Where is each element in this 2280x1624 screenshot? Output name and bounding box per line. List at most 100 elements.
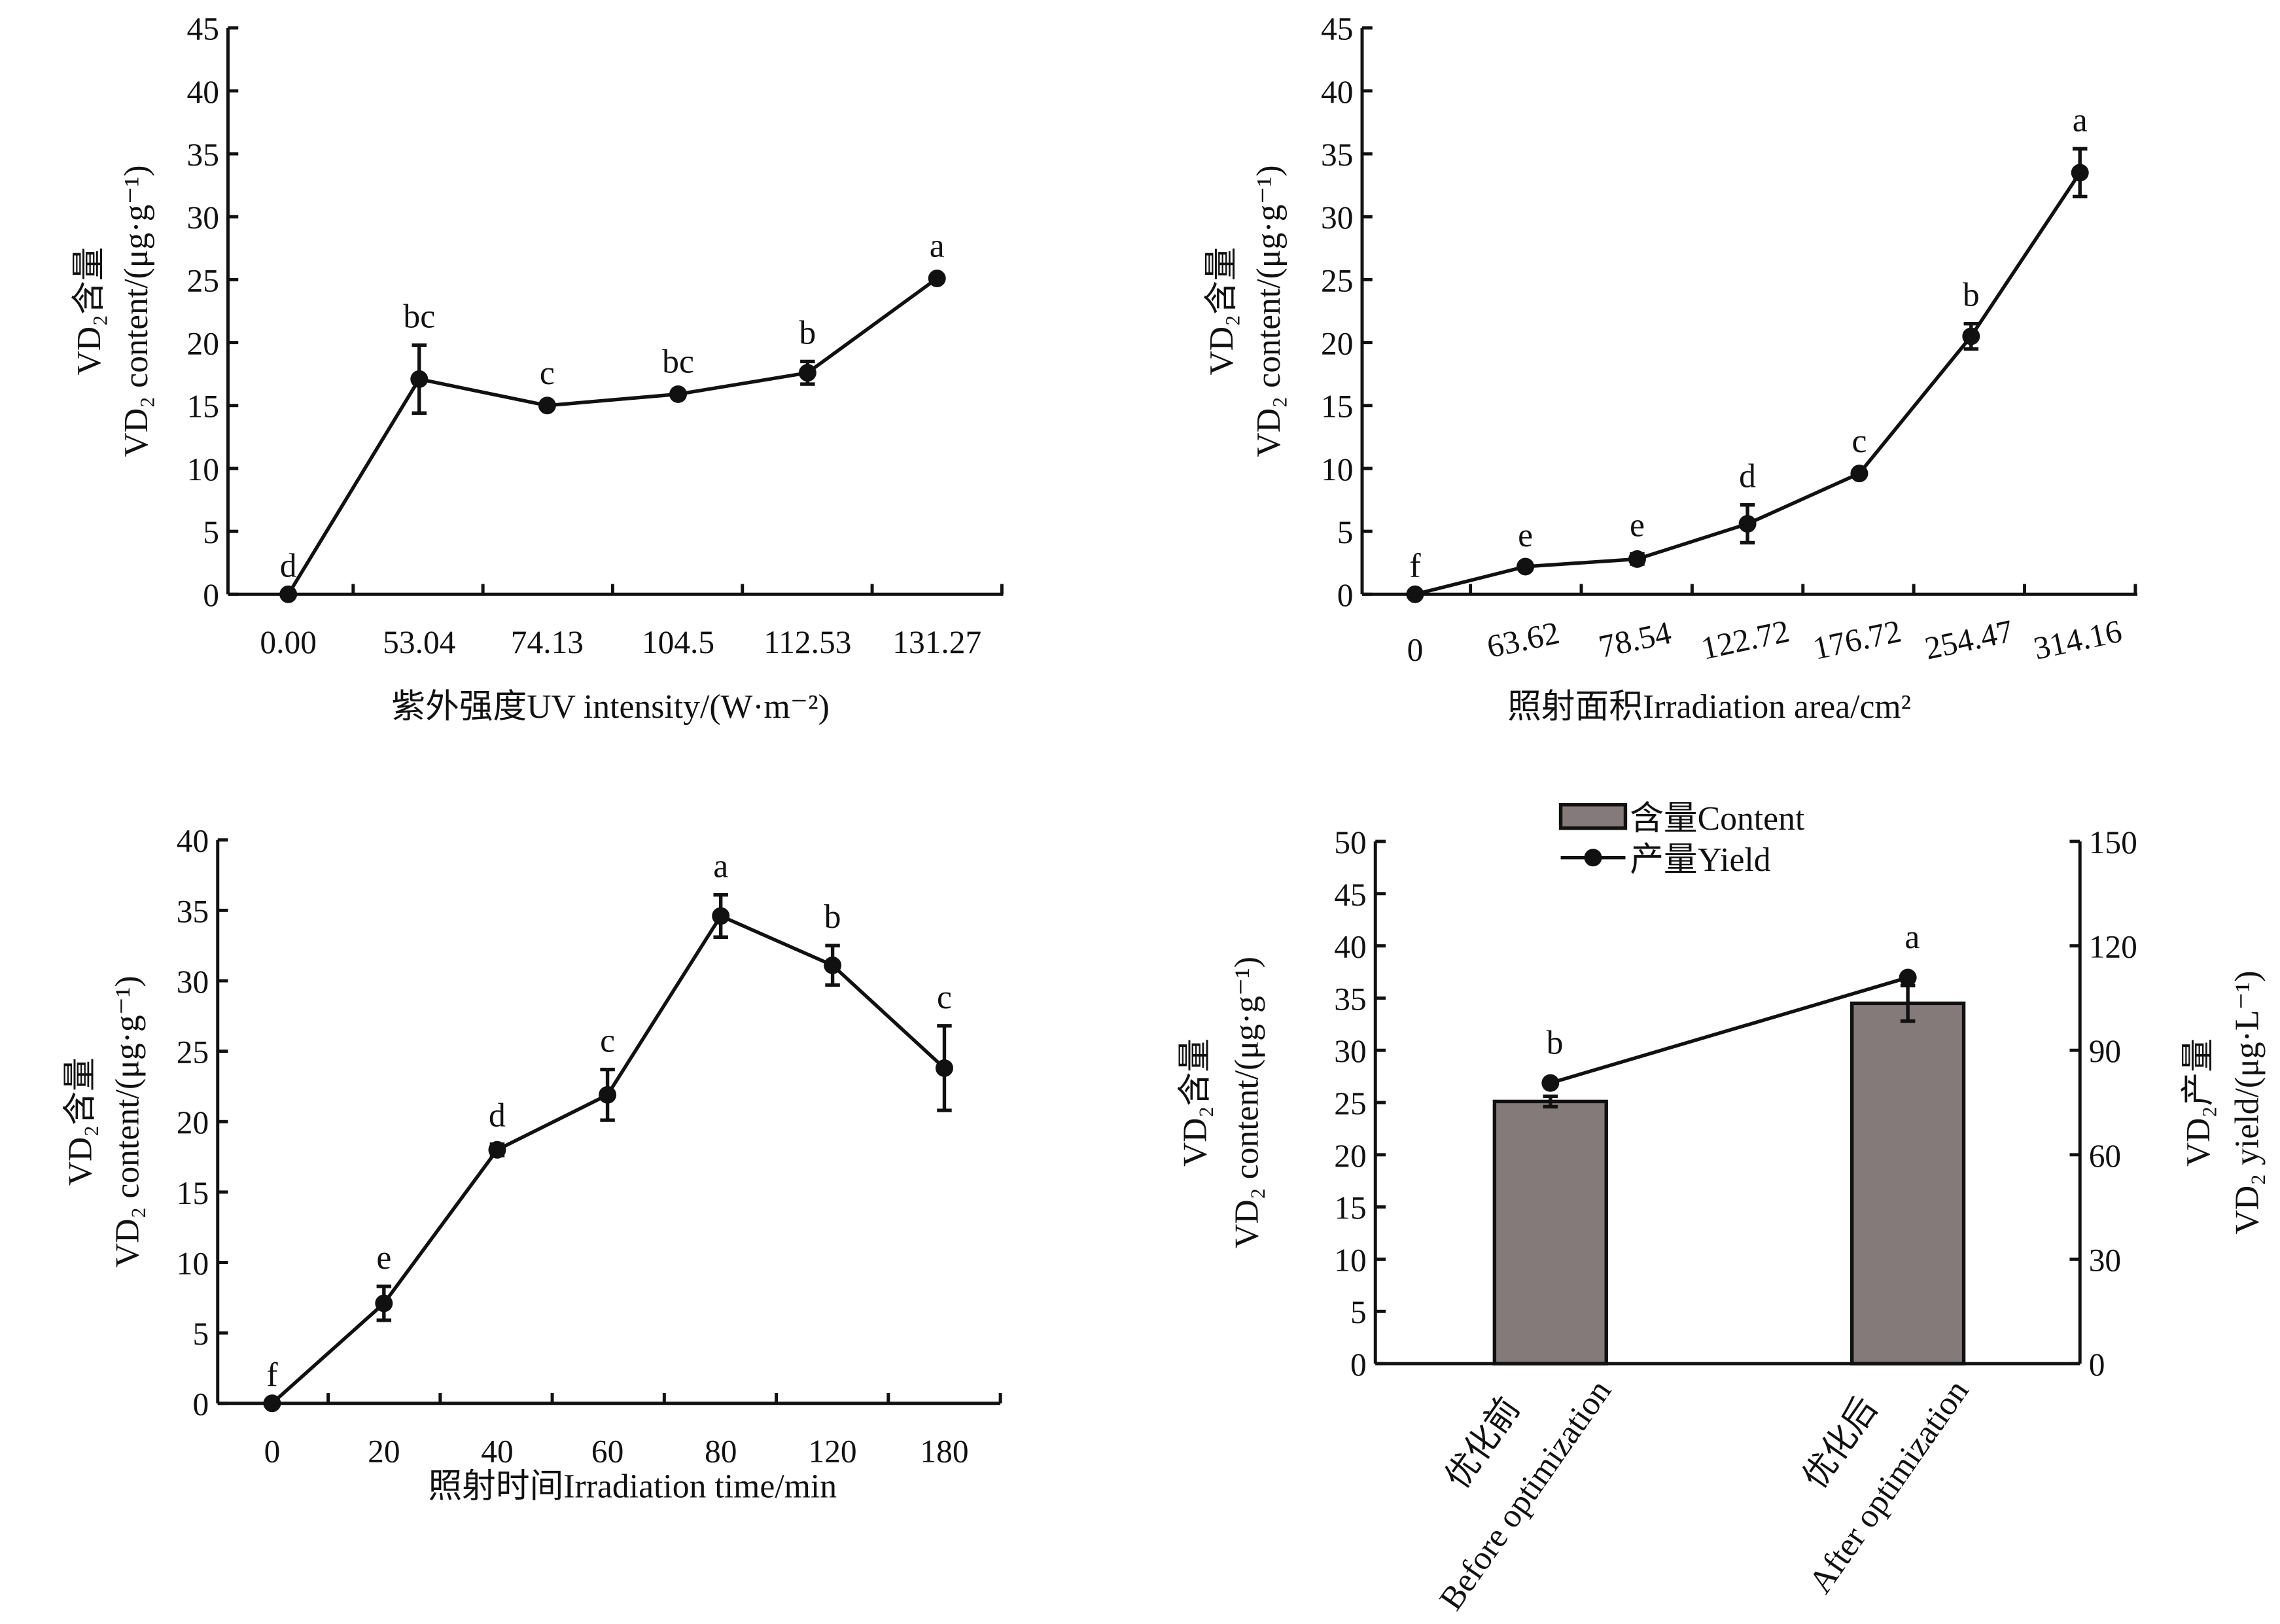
x-tick-label: 78.54 bbox=[1596, 614, 1674, 665]
legend-label: 产量Yield bbox=[1630, 841, 1771, 879]
y-tick-label: 40 bbox=[1334, 929, 1366, 965]
x-tick-label: 60 bbox=[591, 1434, 623, 1470]
x-tick-label: 112.53 bbox=[763, 624, 851, 660]
significance-letter: c bbox=[540, 355, 555, 392]
significance-letter: a bbox=[1904, 919, 1920, 956]
y-tick-label: 25 bbox=[1321, 262, 1353, 298]
y-tick-label: 0 bbox=[193, 1386, 209, 1422]
y2-tick-label: 60 bbox=[2089, 1138, 2121, 1174]
x-tick-label: 104.5 bbox=[642, 624, 714, 660]
data-point bbox=[1738, 515, 1757, 533]
significance-letter: bc bbox=[662, 344, 694, 381]
significance-letter: d bbox=[489, 1097, 506, 1135]
y-tick-label: 20 bbox=[1334, 1138, 1366, 1174]
x-tick-label: 80 bbox=[705, 1434, 737, 1470]
y-tick-label: 50 bbox=[1334, 824, 1366, 860]
legend-label: 含量Content bbox=[1630, 800, 1805, 838]
y-tick-label: 20 bbox=[187, 326, 219, 362]
data-point bbox=[928, 269, 946, 287]
significance-letter: f bbox=[266, 1356, 278, 1394]
chart-2: 0 5 10 15 20 25 30 35 40 45 0 63.62 78.54 122.72 176.7… bbox=[1203, 11, 2137, 726]
significance-letter: b bbox=[824, 898, 841, 936]
y-tick-label: 10 bbox=[1321, 451, 1353, 487]
significance-letter: a bbox=[2073, 101, 2088, 139]
data-point bbox=[1962, 327, 1980, 345]
significance-letter: e bbox=[376, 1239, 391, 1277]
x-tick-label: 314.16 bbox=[2031, 613, 2125, 667]
y-tick-label: 45 bbox=[1321, 11, 1353, 47]
y-tick-label: 30 bbox=[177, 964, 209, 1000]
x-tick-label: 0.00 bbox=[260, 624, 317, 660]
x-tick-label: 53.04 bbox=[383, 624, 455, 660]
y-tick-label: 20 bbox=[177, 1104, 209, 1140]
y-tick-label: 35 bbox=[1334, 981, 1366, 1017]
x-axis-label: 照射面积Irradiation area/cm² bbox=[1507, 688, 1911, 726]
y-tick-label: 40 bbox=[1321, 74, 1353, 110]
y2-tick-label: 90 bbox=[2089, 1033, 2121, 1069]
y-tick-label: 0 bbox=[1350, 1347, 1367, 1383]
y-tick-label: 40 bbox=[177, 823, 209, 859]
yield-line bbox=[1550, 976, 1908, 1085]
y-axis-label: VD₂ content/(μg·g⁻¹) bbox=[118, 165, 155, 457]
significance-letter: e bbox=[1630, 507, 1645, 544]
y-tick-label: 10 bbox=[177, 1245, 209, 1281]
y-axis-label: VD₂ yield/(μg·L⁻¹) bbox=[2228, 971, 2266, 1235]
x-tick-label: 0 bbox=[1407, 631, 1424, 667]
significance-letter: b bbox=[1547, 1024, 1564, 1061]
data-point bbox=[2071, 164, 2089, 182]
x-tick-label: 0 bbox=[264, 1434, 281, 1470]
x-axis-label: 紫外强度UV intensity/(W·m⁻²) bbox=[391, 688, 829, 726]
yield-point bbox=[1541, 1074, 1560, 1092]
data-point bbox=[410, 370, 429, 388]
data-point bbox=[1628, 550, 1646, 568]
x-tick-label: 131.27 bbox=[892, 624, 981, 660]
significance-letter: b bbox=[1963, 277, 1980, 314]
y-tick-label: 35 bbox=[1321, 137, 1353, 173]
y-tick-label: 10 bbox=[187, 451, 219, 487]
data-point bbox=[669, 385, 687, 403]
significance-letter: bc bbox=[403, 298, 435, 335]
y-tick-label: 20 bbox=[1321, 326, 1353, 362]
x-tick-label: 180 bbox=[920, 1434, 968, 1470]
data-point bbox=[935, 1059, 953, 1077]
significance-letter: c bbox=[1851, 423, 1867, 460]
bar bbox=[1850, 1001, 1966, 1366]
y2-tick-label: 0 bbox=[2089, 1347, 2105, 1383]
y-tick-label: 15 bbox=[1334, 1190, 1366, 1226]
data-point bbox=[599, 1086, 617, 1104]
y-tick-label: 35 bbox=[177, 893, 209, 929]
x-tick-label: 120 bbox=[808, 1434, 856, 1470]
y-tick-label: 30 bbox=[187, 200, 219, 236]
y-tick-label: 35 bbox=[187, 137, 219, 173]
y2-tick-label: 30 bbox=[2089, 1242, 2121, 1278]
data-point bbox=[279, 585, 298, 603]
x-tick-label: 176.72 bbox=[1810, 613, 1904, 667]
x-tick-label: 40 bbox=[481, 1434, 513, 1470]
y-axis-label: VD₂ content/(μg·g⁻¹) bbox=[109, 976, 146, 1267]
significance-letter: c bbox=[937, 979, 952, 1016]
significance-letter: d bbox=[1739, 458, 1756, 495]
y-tick-label: 15 bbox=[187, 389, 219, 425]
series-line bbox=[271, 913, 946, 1405]
x-tick-label: 63.62 bbox=[1484, 614, 1562, 665]
y-axis-label: VD₂ content/(μg·g⁻¹) bbox=[1250, 165, 1288, 457]
y-tick-label: 5 bbox=[1337, 514, 1354, 550]
data-point bbox=[1406, 585, 1424, 603]
x-tick-label: 20 bbox=[368, 1434, 400, 1470]
chart-1: 0 5 10 15 20 25 30 35 40 45 0.00 53.04 74.13 104.5 112… bbox=[71, 11, 1004, 726]
y-tick-label: 25 bbox=[1334, 1086, 1366, 1121]
legend-marker bbox=[1584, 849, 1602, 867]
y-tick-label: 40 bbox=[187, 74, 219, 110]
y-tick-label: 0 bbox=[203, 577, 219, 613]
data-point bbox=[1850, 465, 1868, 483]
bar bbox=[1492, 1099, 1608, 1366]
y2-tick-label: 150 bbox=[2089, 824, 2137, 860]
significance-letter: a bbox=[930, 228, 945, 265]
y2-tick-label: 120 bbox=[2089, 929, 2137, 965]
y-tick-label: 5 bbox=[203, 514, 219, 550]
x-tick-label: 122.72 bbox=[1698, 613, 1792, 667]
y-tick-label: 0 bbox=[1337, 577, 1354, 613]
y-tick-label: 10 bbox=[1334, 1242, 1366, 1278]
